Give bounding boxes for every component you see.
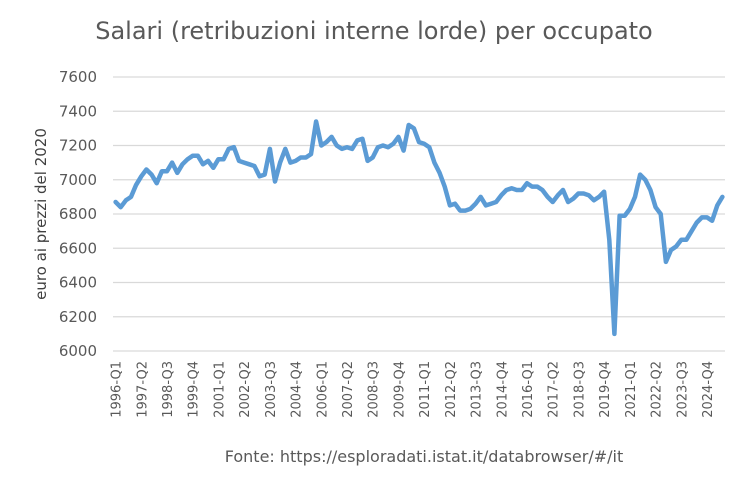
y-tick-label: 7000 [59, 171, 97, 189]
x-tick-label: 2014-Q4 [495, 361, 510, 418]
y-tick-label: 7400 [59, 102, 97, 120]
y-tick-label: 6800 [59, 205, 97, 223]
y-tick-label: 7600 [59, 68, 97, 86]
y-tick-label: 6000 [59, 342, 97, 360]
x-tick-label: 2008-Q3 [367, 361, 382, 418]
chart-title: Salari (retribuzioni interne lorde) per … [95, 17, 653, 45]
source-note: Fonte: https://esploradati.istat.it/data… [224, 447, 624, 466]
x-tick-label: 2022-Q2 [650, 361, 665, 418]
y-tick-label: 6400 [59, 274, 97, 292]
y-tick-label: 6600 [59, 239, 97, 257]
x-tick-label: 2011-Q1 [418, 361, 433, 418]
y-axis-label: euro ai prezzi del 2020 [32, 128, 50, 300]
x-tick-label: 2013-Q3 [470, 361, 485, 418]
x-tick-label: 2017-Q2 [547, 361, 562, 418]
x-tick-label: 2003-Q3 [264, 361, 279, 418]
y-tick-label: 7200 [59, 137, 97, 155]
data-line [113, 119, 725, 337]
x-tick-label: 2023-Q3 [675, 361, 690, 418]
x-tick-label: 2024-Q4 [701, 361, 716, 418]
y-tick-label: 6200 [59, 308, 97, 326]
x-tick-label: 2019-Q4 [598, 361, 613, 418]
x-tick-label: 2006-Q1 [315, 361, 330, 418]
x-tick-label: 2002-Q2 [238, 361, 253, 418]
x-tick-label: 1999-Q4 [187, 361, 202, 418]
x-axis-ticks: 1996-Q1 1997-Q2 1998-Q3 1999-Q4 2001-Q1 2002-… [110, 361, 716, 418]
x-tick-label: 2016-Q1 [521, 361, 536, 418]
x-tick-label: 2012-Q2 [444, 361, 459, 418]
x-tick-label: 2018-Q3 [572, 361, 587, 418]
y-axis-ticks: 6000 6200 6400 6600 6800 7000 7200 7400 7600 [59, 68, 97, 360]
x-tick-label: 1998-Q3 [161, 361, 176, 418]
x-tick-label: 2009-Q4 [392, 361, 407, 418]
x-tick-label: 1997-Q2 [135, 361, 150, 418]
gridlines [113, 76, 725, 352]
x-tick-label: 2001-Q1 [212, 361, 227, 418]
x-tick-label: 2021-Q1 [624, 361, 639, 418]
x-tick-label: 2004-Q4 [290, 361, 305, 418]
x-tick-label: 2007-Q2 [341, 361, 356, 418]
x-tick-label: 1996-Q1 [110, 361, 125, 418]
